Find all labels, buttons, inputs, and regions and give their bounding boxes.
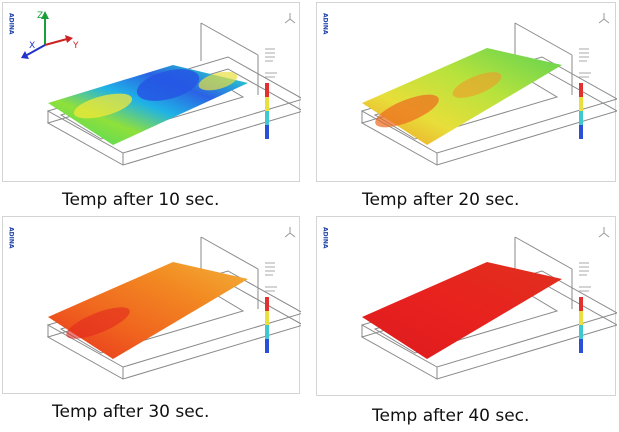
simulation-panel-30s: ADINA <box>2 216 301 394</box>
temperature-field-plate <box>48 262 248 359</box>
plate-render-20s: ADINA <box>322 13 617 166</box>
plate-render-10s: Z X Y ADINA <box>8 11 301 166</box>
simulation-panel-20s: ADINA <box>316 2 617 182</box>
caption-20s: Temp after 20 sec. <box>362 190 520 210</box>
axis-label-z: Z <box>37 11 43 21</box>
simulation-panel-40s: ADINA <box>316 216 617 396</box>
color-legend <box>265 262 277 353</box>
plate-render-40s: ADINA <box>322 227 617 380</box>
adina-logo: ADINA <box>8 13 15 35</box>
adina-logo: ADINA <box>8 227 15 249</box>
axis-triad: Z X Y <box>21 11 79 59</box>
color-legend <box>579 48 591 139</box>
caption-40s: Temp after 40 sec. <box>372 406 530 426</box>
simulation-panel-10s: Z X Y ADINA <box>2 2 301 182</box>
temperature-field-plate <box>48 65 248 145</box>
plate-render-30s: ADINA <box>8 227 301 380</box>
adina-logo: ADINA <box>322 227 329 249</box>
caption-30s: Temp after 30 sec. <box>52 402 210 422</box>
axis-label-x: X <box>29 41 35 51</box>
view-triad-icon <box>598 227 610 238</box>
view-triad-icon <box>284 13 296 24</box>
view-triad-icon <box>598 13 610 24</box>
color-legend <box>579 262 591 353</box>
color-legend <box>265 48 277 139</box>
temperature-field-plate <box>362 262 562 359</box>
axis-label-y: Y <box>72 41 79 51</box>
view-triad-icon <box>284 227 296 238</box>
adina-logo: ADINA <box>322 13 329 35</box>
caption-10s: Temp after 10 sec. <box>62 190 220 210</box>
